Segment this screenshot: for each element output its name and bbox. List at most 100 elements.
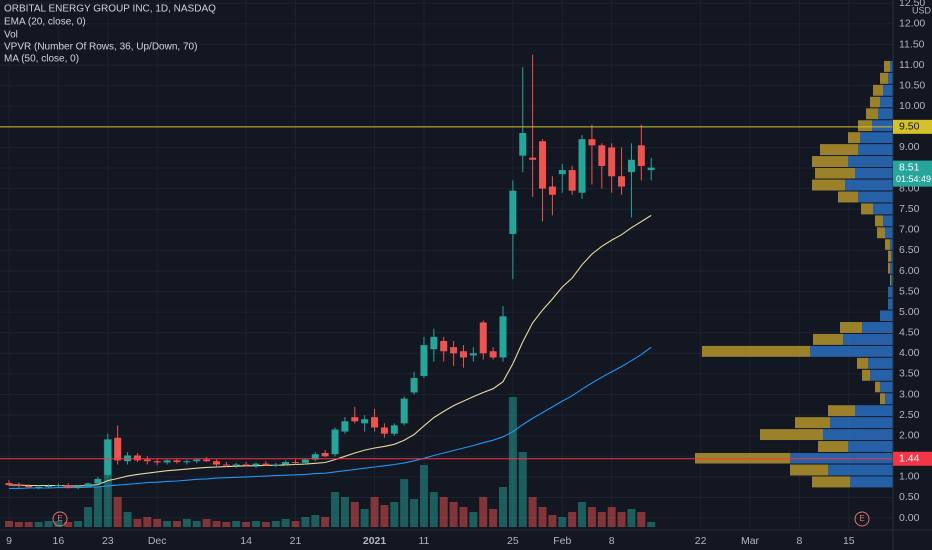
volume-bar <box>508 397 517 527</box>
volume-bar <box>548 515 557 527</box>
vpvr-down <box>880 393 885 405</box>
x-tick-label: Mar <box>741 535 760 547</box>
x-tick-label: 8 <box>609 535 615 547</box>
candle-body <box>94 478 102 484</box>
volume-bar <box>192 521 201 527</box>
vpvr-up <box>855 405 893 417</box>
volume-bar <box>143 517 152 527</box>
vpvr-down <box>820 144 858 156</box>
volume-bar <box>578 502 587 527</box>
vpvr-up <box>848 156 893 168</box>
candle-body <box>311 454 319 460</box>
candle-body <box>5 483 13 486</box>
candle-body <box>440 340 448 352</box>
vpvr-up <box>880 96 893 108</box>
volume-bar <box>64 522 73 527</box>
candle-body <box>262 463 270 466</box>
volume-bar <box>528 497 537 527</box>
volume-bar <box>439 497 448 527</box>
vpvr-up <box>848 441 893 452</box>
earnings-label[interactable]: E <box>859 514 864 523</box>
candle-body <box>627 159 635 173</box>
y-tick-label: 9.00 <box>899 141 920 153</box>
x-tick-label: 22 <box>695 535 707 547</box>
y-tick-label: 0.00 <box>899 512 920 524</box>
volume-bar <box>647 522 656 527</box>
volume-bar <box>479 497 488 527</box>
candle-body <box>242 464 250 466</box>
y-tick-label: 11.50 <box>899 38 925 50</box>
volume-bar <box>607 507 616 527</box>
y-tick-label: 6.00 <box>899 265 920 277</box>
vpvr-up <box>843 333 893 345</box>
vpvr-down <box>888 250 891 262</box>
volume-bar <box>54 521 63 527</box>
vpvr-down <box>818 441 848 452</box>
ma-line <box>9 214 652 487</box>
candle-body <box>203 459 211 462</box>
y-tick-label: 2.50 <box>899 409 920 421</box>
candle-body <box>104 439 112 475</box>
x-tick-label: 21 <box>290 535 302 547</box>
candle-body <box>351 417 359 422</box>
vpvr-down <box>838 191 858 203</box>
volume-bar <box>469 512 478 527</box>
vpvr-up <box>858 144 893 156</box>
vpvr-down <box>815 168 855 179</box>
candle-body <box>222 464 230 466</box>
volume-bar <box>24 522 33 527</box>
candle-body <box>469 353 477 356</box>
time-axis <box>0 530 932 550</box>
candle-body <box>598 145 606 166</box>
candle-body <box>578 139 586 193</box>
vpvr-up <box>888 286 893 298</box>
indicator-label: EMA (20, close, 0) <box>4 17 86 28</box>
candle-body <box>114 437 122 461</box>
candle-body <box>588 139 596 146</box>
candle-body <box>519 133 527 156</box>
volume-bar <box>587 507 596 527</box>
x-tick-label: 14 <box>240 535 252 547</box>
candle-body <box>459 351 467 358</box>
vpvr-down <box>862 369 870 381</box>
candle-body <box>390 425 398 434</box>
price-tag <box>893 119 932 134</box>
volume-bar <box>212 521 221 527</box>
volume-bar <box>558 517 567 527</box>
vpvr-up <box>873 203 893 215</box>
vpvr-down <box>858 120 872 132</box>
candle-body <box>371 417 379 428</box>
y-tick-label: 7.50 <box>899 203 920 215</box>
earnings-label[interactable]: E <box>57 514 62 523</box>
volume-bar <box>222 522 231 527</box>
volume-bar <box>242 522 251 527</box>
candle-body <box>430 336 438 350</box>
volume-bar <box>410 499 419 527</box>
vpvr-down <box>877 227 885 239</box>
earnings-marker[interactable] <box>854 511 870 527</box>
candle-body <box>15 485 23 487</box>
volume-bar <box>370 497 379 527</box>
x-tick-label: Feb <box>553 535 571 547</box>
candle-body <box>548 186 556 195</box>
vpvr-down <box>866 108 878 120</box>
candle-body <box>647 167 655 171</box>
candle-body <box>64 485 72 488</box>
candle-body <box>331 429 339 455</box>
volume-bar <box>5 521 13 527</box>
y-tick-label: 1.00 <box>899 471 920 483</box>
last-price-label: 8.51 <box>899 161 920 173</box>
volume-bar <box>153 519 162 527</box>
indicator-label: MA (50, close, 0) <box>4 54 79 65</box>
vpvr-down <box>880 72 888 84</box>
earnings-marker[interactable] <box>52 511 68 527</box>
volume-bar <box>311 515 320 527</box>
vpvr-up <box>891 274 893 286</box>
volume-bar <box>113 497 122 527</box>
candle-body <box>301 459 309 463</box>
candle-body <box>380 427 388 434</box>
candle-body <box>361 419 369 424</box>
y-tick-label: 2.00 <box>899 429 920 441</box>
